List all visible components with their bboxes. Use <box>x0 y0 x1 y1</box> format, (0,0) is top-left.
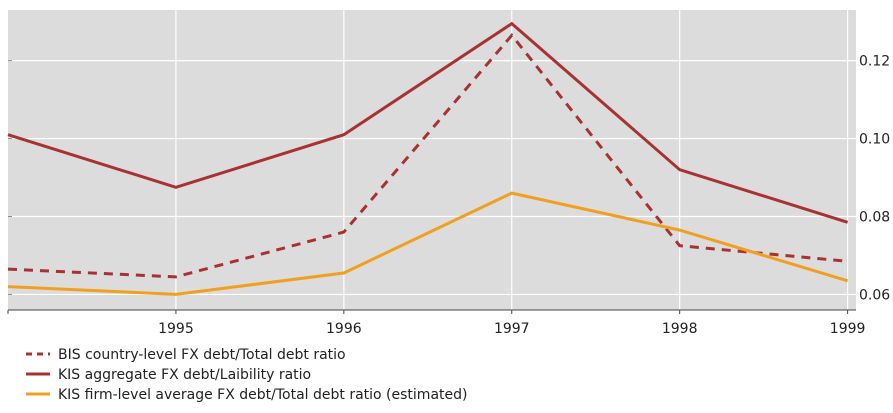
x-tick-label: 1997 <box>494 321 530 337</box>
y-tick-label: 0.06 <box>859 287 890 303</box>
plot-background <box>8 10 856 310</box>
legend: BIS country-level FX debt/Total debt rat… <box>26 347 467 403</box>
legend-label: KIS firm-level average FX debt/Total deb… <box>58 387 467 403</box>
y-tick-label: 0.12 <box>859 54 890 70</box>
legend-label: KIS aggregate FX debt/Laibility ratio <box>58 367 311 383</box>
axes: 1995 1996 1997 1998 1999 0.06 0.08 0.10 0.12 <box>7 54 890 337</box>
y-tick-label: 0.10 <box>859 132 890 148</box>
x-tick-label: 1995 <box>158 321 194 337</box>
series-line-2 <box>7 21 849 224</box>
y-tick-label: 0.08 <box>859 209 890 225</box>
x-tick-label: 1999 <box>830 321 866 337</box>
x-tick-label: 1998 <box>662 321 698 337</box>
x-tick-label: 1996 <box>326 321 362 337</box>
legend-label: BIS country-level FX debt/Total debt rat… <box>58 347 346 363</box>
series-lines <box>7 21 849 296</box>
series-line-3 <box>7 191 849 296</box>
series-line-1 <box>7 32 848 279</box>
